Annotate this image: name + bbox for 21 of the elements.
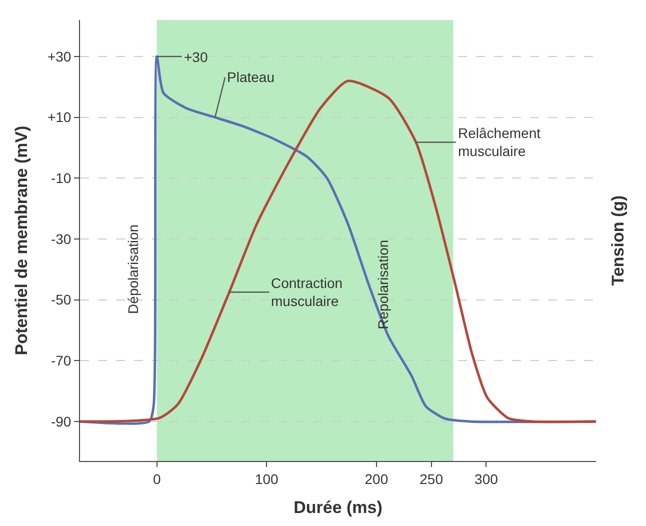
annotation: Dépolarisation xyxy=(125,224,142,314)
annotation: +30 xyxy=(184,49,208,65)
y-tick-label: -90 xyxy=(50,413,72,430)
y-tick-label: +30 xyxy=(47,48,72,64)
y-tick-label: -50 xyxy=(50,292,72,308)
y-tick-label: -70 xyxy=(50,352,72,369)
x-tick-label: 300 xyxy=(474,470,498,487)
x-axis-title: Durée (ms) xyxy=(294,498,382,518)
y-axis-title: Potentiel de membrane (mV) xyxy=(12,126,31,356)
x-tick-label: 100 xyxy=(254,470,279,487)
annotation: Plateau xyxy=(227,69,274,85)
annotation: Relâchement musculaire xyxy=(458,125,541,160)
y-tick-label: +10 xyxy=(47,109,72,126)
y-tick-label: -30 xyxy=(50,230,72,247)
x-tick-label: 0 xyxy=(152,470,161,487)
annotation: Contraction musculaire xyxy=(271,275,343,310)
x-tick-label: 250 xyxy=(420,470,444,487)
y-tick-label: -10 xyxy=(50,170,72,186)
x-tick-label: 200 xyxy=(364,470,388,487)
annotation: Repolarisation xyxy=(375,240,392,330)
y-axis-title: Tension (g) xyxy=(608,195,628,286)
